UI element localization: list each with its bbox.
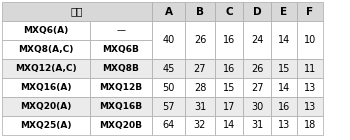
Text: 27: 27 — [194, 64, 206, 74]
Text: 28: 28 — [194, 82, 206, 93]
Bar — [90, 97, 152, 116]
Bar — [297, 97, 323, 116]
Text: A: A — [164, 6, 173, 17]
Bar — [243, 116, 271, 135]
Bar — [185, 21, 215, 59]
Bar — [2, 2, 152, 21]
Text: 15: 15 — [223, 82, 235, 93]
Text: MXQ25(A): MXQ25(A) — [20, 121, 72, 130]
Text: 26: 26 — [194, 35, 206, 45]
Bar — [271, 2, 297, 21]
Text: C: C — [225, 6, 233, 17]
Text: MXQ8B: MXQ8B — [103, 64, 139, 73]
Bar — [2, 116, 90, 135]
Text: 26: 26 — [251, 64, 263, 74]
Text: MXQ12(A,C): MXQ12(A,C) — [15, 64, 77, 73]
Text: 11: 11 — [304, 64, 316, 74]
Text: MXQ6(A): MXQ6(A) — [23, 26, 69, 35]
Bar — [2, 21, 90, 40]
Text: MXQ6B: MXQ6B — [103, 45, 139, 54]
Bar — [90, 59, 152, 78]
Text: MXQ16B: MXQ16B — [99, 102, 142, 111]
Bar — [152, 21, 185, 59]
Bar — [215, 21, 243, 59]
Bar — [185, 2, 215, 21]
Text: 30: 30 — [251, 102, 263, 111]
Text: 17: 17 — [223, 102, 235, 111]
Bar — [215, 2, 243, 21]
Bar — [215, 116, 243, 135]
Text: 10: 10 — [304, 35, 316, 45]
Text: F: F — [307, 6, 314, 17]
Text: 15: 15 — [278, 64, 290, 74]
Bar — [243, 97, 271, 116]
Bar — [90, 21, 152, 40]
Text: 50: 50 — [162, 82, 175, 93]
Bar — [2, 59, 90, 78]
Bar — [297, 2, 323, 21]
Text: B: B — [196, 6, 204, 17]
Bar — [271, 59, 297, 78]
Bar — [215, 59, 243, 78]
Text: 16: 16 — [223, 35, 235, 45]
Bar — [243, 59, 271, 78]
Bar — [2, 78, 90, 97]
Text: E: E — [280, 6, 288, 17]
Bar — [90, 116, 152, 135]
Bar — [243, 78, 271, 97]
Bar — [185, 78, 215, 97]
Bar — [271, 97, 297, 116]
Bar — [185, 97, 215, 116]
Bar — [243, 2, 271, 21]
Bar — [215, 78, 243, 97]
Bar — [185, 116, 215, 135]
Bar — [152, 2, 185, 21]
Bar — [297, 59, 323, 78]
Bar — [185, 59, 215, 78]
Text: 13: 13 — [304, 82, 316, 93]
Text: 24: 24 — [251, 35, 263, 45]
Text: MXQ20B: MXQ20B — [99, 121, 142, 130]
Bar — [2, 97, 90, 116]
Text: 57: 57 — [162, 102, 175, 111]
Text: 16: 16 — [278, 102, 290, 111]
Bar — [271, 116, 297, 135]
Text: 18: 18 — [304, 121, 316, 130]
Text: —: — — [117, 26, 126, 35]
Text: 31: 31 — [194, 102, 206, 111]
Bar — [152, 78, 185, 97]
Bar — [152, 97, 185, 116]
Text: MXQ8(A,C): MXQ8(A,C) — [18, 45, 74, 54]
Bar — [2, 40, 90, 59]
Text: 型式: 型式 — [71, 6, 83, 17]
Text: 31: 31 — [251, 121, 263, 130]
Text: MXQ20(A): MXQ20(A) — [20, 102, 72, 111]
Text: 14: 14 — [278, 35, 290, 45]
Text: 16: 16 — [223, 64, 235, 74]
Bar — [271, 21, 297, 59]
Text: 45: 45 — [162, 64, 175, 74]
Text: 40: 40 — [162, 35, 175, 45]
Text: 14: 14 — [223, 121, 235, 130]
Text: D: D — [253, 6, 261, 17]
Bar — [297, 78, 323, 97]
Bar — [215, 97, 243, 116]
Bar — [297, 21, 323, 59]
Bar — [90, 40, 152, 59]
Bar — [90, 78, 152, 97]
Bar — [152, 116, 185, 135]
Text: 64: 64 — [162, 121, 175, 130]
Text: MXQ16(A): MXQ16(A) — [20, 83, 72, 92]
Text: 13: 13 — [278, 121, 290, 130]
Text: 32: 32 — [194, 121, 206, 130]
Bar — [297, 116, 323, 135]
Text: 27: 27 — [251, 82, 263, 93]
Text: 13: 13 — [304, 102, 316, 111]
Text: MXQ12B: MXQ12B — [99, 83, 142, 92]
Bar — [271, 78, 297, 97]
Bar — [152, 59, 185, 78]
Text: 14: 14 — [278, 82, 290, 93]
Bar — [243, 21, 271, 59]
